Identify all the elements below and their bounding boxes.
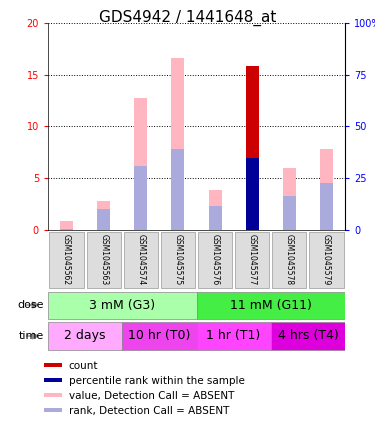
Text: GSM1045574: GSM1045574 — [136, 234, 146, 286]
Bar — [134, 98, 147, 230]
Text: GSM1045562: GSM1045562 — [62, 234, 71, 286]
Text: time: time — [19, 331, 44, 341]
Bar — [246, 157, 259, 230]
Bar — [134, 166, 147, 230]
Text: GSM1045577: GSM1045577 — [248, 234, 256, 286]
Bar — [271, 321, 345, 350]
Bar — [60, 221, 73, 230]
Bar — [97, 209, 110, 230]
Bar — [97, 201, 110, 230]
Bar — [48, 321, 122, 350]
Text: rank, Detection Call = ABSENT: rank, Detection Call = ABSENT — [69, 406, 229, 415]
Text: 11 mM (G11): 11 mM (G11) — [230, 299, 312, 311]
Bar — [320, 149, 333, 230]
Bar — [171, 149, 184, 230]
Bar — [320, 184, 333, 230]
Text: percentile rank within the sample: percentile rank within the sample — [69, 376, 244, 385]
Text: dose: dose — [18, 300, 44, 310]
Text: 2 days: 2 days — [64, 330, 106, 343]
Bar — [246, 156, 259, 230]
Bar — [122, 321, 196, 350]
Text: GSM1045576: GSM1045576 — [211, 234, 220, 286]
Text: GSM1045579: GSM1045579 — [322, 234, 331, 286]
Bar — [198, 232, 232, 288]
Text: GSM1045578: GSM1045578 — [285, 234, 294, 286]
Text: 10 hr (T0): 10 hr (T0) — [128, 330, 190, 343]
Bar — [196, 321, 271, 350]
Bar — [124, 232, 158, 288]
Bar — [161, 232, 195, 288]
Text: 4 hrs (T4): 4 hrs (T4) — [278, 330, 338, 343]
Bar — [196, 291, 345, 319]
Bar — [44, 408, 62, 412]
Bar — [44, 393, 62, 397]
Bar — [50, 232, 84, 288]
Bar — [246, 66, 259, 230]
Text: 1 hr (T1): 1 hr (T1) — [207, 330, 261, 343]
Bar — [235, 232, 269, 288]
Bar — [283, 168, 296, 230]
Text: GSM1045575: GSM1045575 — [173, 234, 182, 286]
Bar — [44, 363, 62, 367]
Bar — [272, 232, 306, 288]
Text: GDS4942 / 1441648_at: GDS4942 / 1441648_at — [99, 9, 276, 25]
Text: count: count — [69, 360, 98, 371]
Bar — [309, 232, 344, 288]
Text: value, Detection Call = ABSENT: value, Detection Call = ABSENT — [69, 390, 234, 401]
Text: 3 mM (G3): 3 mM (G3) — [89, 299, 155, 311]
Bar — [171, 58, 184, 230]
Bar — [283, 196, 296, 230]
Bar — [44, 378, 62, 382]
Bar — [48, 291, 196, 319]
Bar — [209, 190, 222, 230]
Text: GSM1045563: GSM1045563 — [99, 234, 108, 286]
Bar — [209, 206, 222, 230]
Bar — [87, 232, 121, 288]
